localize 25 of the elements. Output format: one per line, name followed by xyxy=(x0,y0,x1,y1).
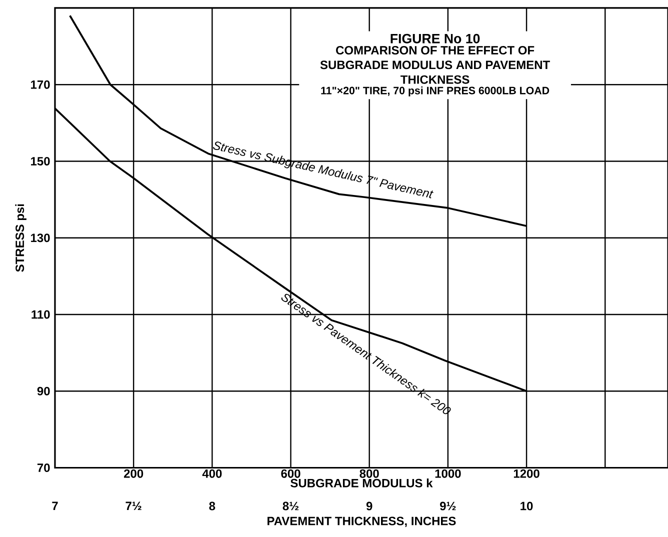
x-tick-label: 1000 xyxy=(435,469,461,478)
y-tick-label: 70 xyxy=(37,463,50,472)
x-tick-label: 800 xyxy=(360,469,379,478)
x2-tick-label: 7 xyxy=(52,502,58,510)
x-tick-label: 1200 xyxy=(514,469,540,478)
annotation: 11"×20" TIRE, 70 psi INF PRES 6000LB LOAD xyxy=(321,86,550,96)
text: COMPARISON OF THE EFFECT OF SUBGRADE MODULUS AND PAVEMENT THICKNESS xyxy=(320,46,550,84)
x-tick-label: 400 xyxy=(202,469,222,478)
y-axis-title: STRESS psi xyxy=(15,204,26,272)
y-tick-label: 150 xyxy=(31,156,50,166)
x2-tick-label: 9½ xyxy=(440,502,456,510)
y-tick-label: 170 xyxy=(31,80,50,89)
x-tick-label: 600 xyxy=(281,469,300,478)
y-tick-label: 110 xyxy=(32,310,50,319)
y-tick-label: 90 xyxy=(37,386,50,396)
x2-tick-label: 10 xyxy=(520,502,533,510)
x-tick-label: 200 xyxy=(124,469,144,478)
x2-axis-title: PAVEMENT THICKNESS, INCHES xyxy=(268,516,456,527)
text: FIGURE No 10 xyxy=(390,34,480,44)
x2-tick-label: 8½ xyxy=(282,502,299,510)
x2-tick-label: 7½ xyxy=(126,502,142,510)
y-tick-label: 130 xyxy=(31,234,50,242)
x2-tick-label: 9 xyxy=(366,502,372,510)
x-axis-title: SUBGRADE MODULUS k xyxy=(290,478,433,488)
x2-tick-label: 8 xyxy=(209,502,216,510)
